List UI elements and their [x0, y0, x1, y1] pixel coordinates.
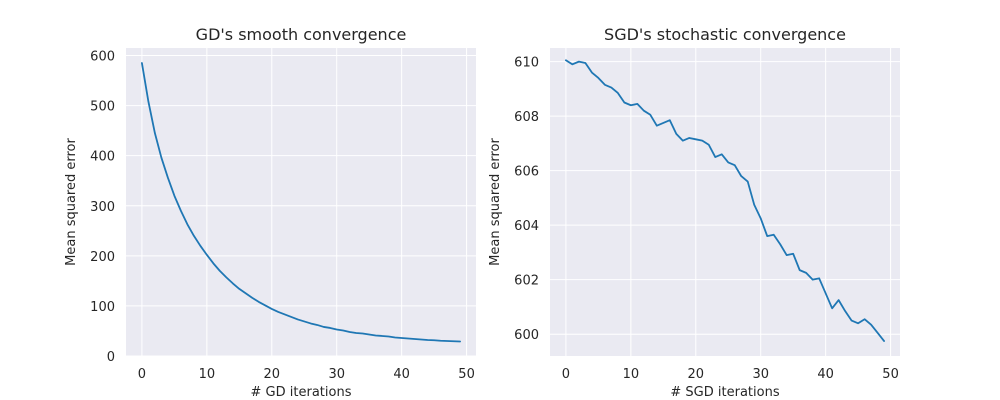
x-tick-label: 50 — [458, 367, 475, 382]
y-tick-label: 606 — [514, 165, 539, 180]
x-tick-label: 0 — [562, 367, 570, 382]
y-axis-label: Mean squared error — [488, 138, 503, 266]
series-line — [141, 62, 461, 343]
y-tick-label: 300 — [90, 200, 115, 215]
y-tick-label: 500 — [90, 100, 115, 115]
y-tick-label: 0 — [107, 350, 115, 365]
x-tick-label: 30 — [328, 367, 345, 382]
sgd-convergence-chart: 0 10 20 30 40 50 600 602 604 606 608 610 SGD's stoch… — [488, 25, 900, 400]
x-tick-label: 20 — [688, 367, 705, 382]
y-tick-label: 610 — [514, 56, 539, 71]
gridlines — [550, 48, 900, 356]
x-tick-label: 10 — [623, 367, 640, 382]
y-tick-label: 604 — [514, 219, 539, 234]
y-tick-label: 400 — [90, 150, 115, 165]
y-tick-label: 100 — [90, 300, 115, 315]
plot-area — [126, 48, 476, 356]
y-tick-label: 600 — [90, 50, 115, 65]
plot-area — [550, 48, 900, 356]
y-tick-label: 608 — [514, 110, 539, 125]
y-tick-label: 200 — [90, 250, 115, 265]
x-tick-label: 50 — [882, 367, 899, 382]
x-tick-label: 40 — [393, 367, 410, 382]
x-tick-label: 30 — [752, 367, 769, 382]
x-tick-label: 0 — [138, 367, 146, 382]
chart-title: GD's smooth convergence — [196, 25, 407, 44]
gridlines — [126, 48, 476, 357]
y-tick-label: 600 — [514, 328, 539, 343]
x-axis-label: # SGD iterations — [670, 385, 779, 400]
chart-title: SGD's stochastic convergence — [604, 25, 846, 44]
y-tick-label: 602 — [514, 274, 539, 289]
x-axis-label: # GD iterations — [251, 385, 352, 400]
x-tick-label: 20 — [264, 367, 281, 382]
x-tick-label: 10 — [199, 367, 216, 382]
series-line — [565, 59, 885, 342]
y-axis-label: Mean squared error — [64, 138, 79, 266]
x-tick-label: 40 — [817, 367, 834, 382]
